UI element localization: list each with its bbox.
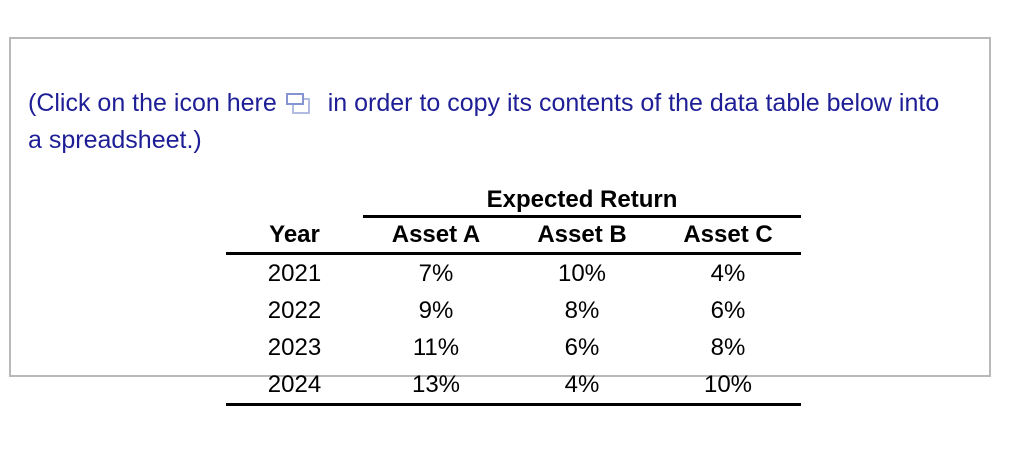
table-row-2024: 2024 13% 4% 10% [226, 366, 801, 403]
cell-year: 2021 [267, 259, 322, 287]
cell-asset-b: 10% [557, 259, 607, 287]
instruction-text: (Click on the icon here in order to copy … [28, 85, 993, 159]
instruction-before-icon: (Click on the icon here [28, 89, 277, 117]
copy-icon[interactable] [285, 93, 311, 114]
cell-asset-c: 8% [710, 333, 746, 361]
column-header-asset-c: Asset C [683, 221, 773, 248]
cell-asset-a: 7% [418, 259, 454, 287]
expected-return-table: Expected Return Year Asset A Asset B Ass… [226, 184, 801, 406]
cell-year: 2024 [267, 370, 322, 398]
table-row-2021: 2021 7% 10% 4% [226, 255, 801, 292]
table-group-header: Expected Return [363, 184, 801, 218]
instruction-line2: a spreadsheet.) [28, 126, 202, 154]
cell-asset-c: 10% [703, 370, 753, 398]
table-group-header-row: Expected Return [226, 184, 801, 218]
cell-asset-a: 9% [418, 296, 454, 324]
column-header-asset-a: Asset A [391, 221, 481, 248]
cell-asset-a: 11% [412, 333, 460, 361]
table-row-2022: 2022 9% 8% 6% [226, 292, 801, 329]
cell-year: 2022 [267, 296, 322, 324]
column-header-asset-b: Asset B [537, 221, 627, 248]
cell-asset-b: 6% [564, 333, 600, 361]
question-panel: (Click on the icon here in order to copy … [9, 37, 993, 406]
cell-asset-a: 13% [411, 370, 461, 398]
cell-asset-c: 6% [710, 296, 746, 324]
cell-asset-b: 4% [564, 370, 600, 398]
instruction-after-icon: in order to copy its contents of the dat… [327, 89, 940, 117]
cell-asset-c: 4% [710, 259, 746, 287]
table-row-2023: 2023 11% 6% 8% [226, 329, 801, 366]
cell-year: 2023 [267, 333, 322, 361]
column-header-year: Year [269, 221, 320, 248]
copy-icon-front-rect [285, 93, 304, 105]
cell-asset-b: 8% [564, 296, 600, 324]
table-header-row: Year Asset A Asset B Asset C [226, 218, 801, 255]
